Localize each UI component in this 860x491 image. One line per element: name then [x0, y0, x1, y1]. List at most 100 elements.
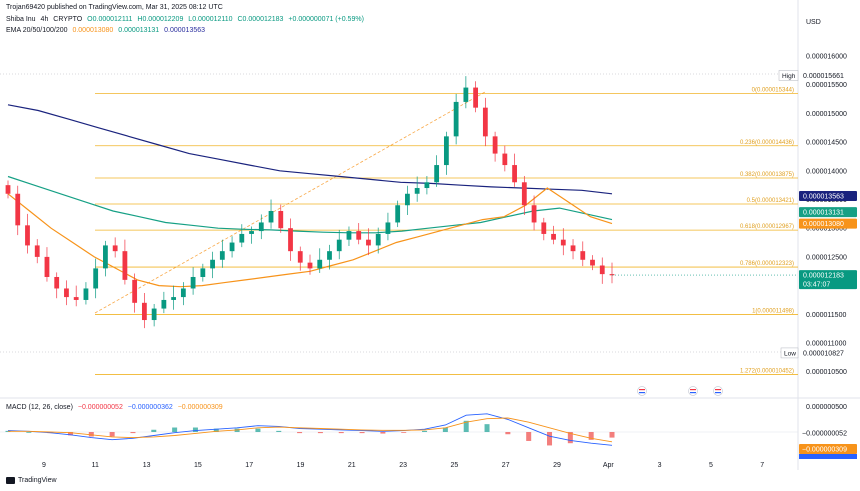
publisher-line: Trojan69420 published on TradingView.com…: [6, 4, 223, 11]
low-price-tag-bg: [799, 347, 857, 358]
candle-body: [297, 251, 303, 263]
x-tick-label: 3: [658, 462, 662, 469]
low-caption: Low: [784, 350, 796, 357]
macd-histogram-bar: [588, 432, 594, 440]
x-tick-label: 11: [92, 462, 99, 469]
tradingview-brand[interactable]: TradingView: [6, 477, 57, 484]
macd-signal-value: −0.000000309: [177, 404, 223, 411]
fib-level-label: 0.786(0.000012323): [740, 261, 794, 267]
macd-histogram-bar: [567, 432, 573, 444]
x-tick-label: 21: [348, 462, 356, 469]
candle-body: [521, 182, 527, 206]
candle-body: [473, 87, 479, 108]
interval-label: 4h: [40, 16, 49, 23]
ema100-value: 0.000013563: [164, 27, 206, 34]
flag-stripe: [690, 389, 696, 391]
ema20-value: 0.000013080: [72, 27, 114, 34]
macd-histogram-bar: [26, 432, 32, 433]
ema20-price-tag: 0.000013080: [803, 221, 844, 228]
y-tick-label: 0.000012500: [806, 254, 847, 261]
candle-body: [239, 233, 245, 243]
countdown-tag: 03:47:07: [803, 282, 830, 289]
candle-body: [502, 153, 508, 166]
macd-histogram-bar: [359, 432, 365, 434]
candle-body: [590, 259, 595, 266]
ohlc-legend[interactable]: Shiba Inu 4h CRYPTO O0.000012111 H0.0000…: [6, 16, 367, 23]
candle-body: [64, 288, 69, 298]
macd-hist-tag: −0.000000052: [802, 431, 847, 438]
last-price-tag: 0.000012183: [803, 273, 844, 280]
symbol-name: Shiba Inu: [6, 16, 36, 23]
candle-body: [307, 262, 313, 269]
fib-trend-line: [94, 91, 486, 314]
tradingview-logo-icon: [6, 477, 15, 484]
candle-body: [229, 242, 235, 252]
macd-histogram-bar: [297, 432, 303, 434]
x-tick-label: 15: [194, 462, 202, 469]
high-price-tag-bg: [799, 70, 857, 81]
x-tick-label: 19: [297, 462, 305, 469]
candle-body: [385, 222, 391, 234]
candle-body: [151, 308, 157, 321]
candle-body: [551, 233, 556, 240]
macd-histogram-bar: [172, 427, 178, 432]
candle-body: [366, 239, 371, 246]
macd-histogram-bar: [317, 432, 323, 434]
currency-label: USD: [806, 19, 821, 26]
candle-body: [278, 210, 284, 229]
x-tick-label: 29: [553, 462, 561, 469]
candle-body: [356, 231, 362, 240]
ema-label: EMA 20/50/100/200: [6, 27, 68, 34]
candle-body: [405, 193, 410, 206]
y-tick-label: 0.000015500: [806, 82, 847, 89]
ema-200-line: [7, 104, 613, 195]
change-value: +0.000000071 (+0.59%): [288, 16, 364, 23]
candle-body: [317, 259, 323, 269]
high-value: H0.000012209: [137, 16, 184, 23]
candle-body: [482, 107, 488, 137]
candle-body: [200, 268, 206, 277]
candle-body: [122, 251, 128, 280]
low-price-tag: 0.000010827: [803, 350, 844, 357]
high-price-tag: 0.000015661: [803, 73, 844, 80]
macd-histogram-bar: [88, 432, 94, 437]
candle-body: [414, 188, 420, 194]
fib-level-label: 0.618(0.000012967): [740, 224, 794, 230]
candle-body: [103, 245, 108, 269]
candle-body: [560, 239, 566, 246]
flag-stripe: [715, 389, 721, 391]
fibonacci-retracement: 0(0.000015344) 0.236(0.000014436) 0.382(0.…: [95, 88, 798, 375]
candle-body: [395, 205, 401, 223]
macd-label: MACD (12, 26, close): [6, 404, 73, 411]
x-tick-label: 17: [245, 462, 253, 469]
fib-level-label: 0.236(0.000014436): [740, 140, 794, 146]
macd-legend[interactable]: MACD (12, 26, close) −0.000000052 −0.000…: [6, 404, 226, 411]
candle-body: [268, 210, 274, 223]
ema-legend[interactable]: EMA 20/50/100/200 0.000013080 0.00001313…: [6, 27, 208, 34]
ema50-price-tag: 0.000013131: [803, 210, 844, 217]
macd-histogram-bar: [422, 430, 428, 432]
market-label: CRYPTO: [53, 16, 83, 23]
us-flag-icon: [688, 386, 698, 396]
candle-body: [44, 256, 50, 277]
candle-body: [336, 239, 342, 252]
flag-stripe: [715, 392, 721, 394]
flag-stripe: [690, 392, 696, 394]
fib-level-label: 0(0.000015344): [752, 88, 794, 94]
x-tick-label: 7: [760, 462, 764, 469]
candle-body: [492, 136, 498, 154]
candle-body: [34, 245, 40, 257]
macd-histogram-bar: [338, 432, 344, 434]
fib-level-label: 1.272(0.000010452): [740, 368, 794, 374]
ema50-value: 0.000013131: [118, 27, 160, 34]
macd-histogram-bar: [484, 424, 490, 432]
macd-signal-tag: −0.000000309: [802, 447, 847, 454]
candle-body: [434, 165, 440, 183]
candle-body: [453, 101, 459, 137]
x-tick-label: 27: [502, 462, 510, 469]
fib-level-label: 0.382(0.000013875): [740, 172, 794, 178]
macd-histogram-bar: [276, 430, 282, 432]
macd-hist-tag-bg: [799, 428, 857, 438]
